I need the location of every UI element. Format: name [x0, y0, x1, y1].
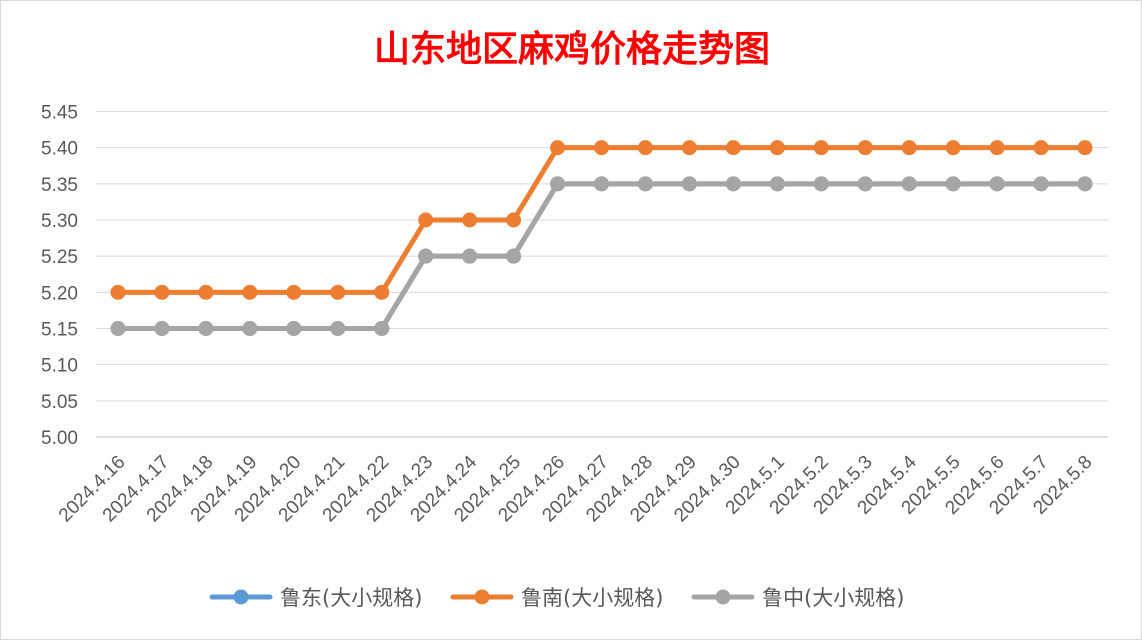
- data-point: [594, 176, 609, 192]
- data-point: [286, 321, 302, 336]
- legend: 鲁东(大小规格) 鲁南(大小规格) 鲁中(大小规格): [209, 586, 904, 610]
- data-point: [110, 284, 126, 300]
- series-lines: [110, 140, 1093, 336]
- data-point: [945, 176, 961, 192]
- data-point: [989, 176, 1005, 192]
- data-point: [418, 248, 434, 264]
- data-point: [198, 284, 214, 300]
- data-point: [506, 212, 522, 228]
- y-axis-ticks: 5.00 5.05 5.10 5.15 5.20 5.25 5.30 5.35 5.40 5.45: [41, 103, 78, 450]
- legend-marker: [715, 589, 731, 605]
- legend-item: 鲁中(大小规格): [691, 586, 904, 610]
- data-point: [154, 284, 170, 300]
- data-point: [725, 176, 741, 192]
- legend-item: 鲁南(大小规格): [450, 586, 663, 610]
- legend-marker: [474, 589, 490, 605]
- data-point: [857, 140, 873, 156]
- data-point: [769, 176, 785, 192]
- legend-marker: [233, 589, 249, 605]
- data-point: [901, 176, 917, 192]
- data-point: [286, 284, 302, 300]
- data-point: [506, 248, 522, 264]
- data-point: [110, 321, 126, 336]
- data-point: [725, 140, 741, 156]
- data-point: [594, 140, 609, 156]
- data-point: [330, 284, 346, 300]
- data-point: [901, 140, 917, 156]
- data-point: [418, 212, 434, 228]
- data-point: [550, 176, 566, 192]
- y-tick-label: 5.40: [41, 139, 78, 160]
- y-tick-label: 5.30: [41, 211, 78, 232]
- data-point: [1033, 176, 1049, 192]
- legend-item: 鲁东(大小规格): [209, 586, 422, 610]
- data-point: [330, 321, 346, 336]
- y-tick-label: 5.35: [41, 175, 78, 196]
- data-point: [374, 284, 390, 300]
- data-point: [637, 176, 653, 192]
- data-point: [813, 176, 829, 192]
- legend-label: 鲁中(大小规格): [762, 586, 904, 610]
- data-point: [242, 284, 258, 300]
- data-point: [242, 321, 258, 336]
- y-tick-label: 5.15: [41, 320, 78, 341]
- data-point: [462, 248, 478, 264]
- y-tick-label: 5.20: [41, 283, 78, 304]
- data-point: [813, 140, 829, 156]
- data-point: [550, 140, 566, 156]
- data-point: [681, 176, 697, 192]
- data-point: [198, 321, 214, 336]
- data-point: [374, 321, 390, 336]
- data-point: [1033, 140, 1049, 156]
- data-point: [989, 140, 1005, 156]
- series-3: [110, 176, 1093, 336]
- data-point: [462, 212, 478, 228]
- y-tick-label: 5.45: [41, 103, 78, 124]
- data-point: [681, 140, 697, 156]
- y-tick-label: 5.05: [41, 392, 78, 413]
- y-tick-label: 5.25: [41, 247, 78, 268]
- data-point: [154, 321, 170, 336]
- data-point: [1077, 140, 1093, 156]
- data-point: [1077, 176, 1093, 192]
- legend-label: 鲁南(大小规格): [521, 586, 663, 610]
- data-point: [945, 140, 961, 156]
- chart-title: 山东地区麻鸡价格走势图: [374, 28, 770, 70]
- legend-label: 鲁东(大小规格): [280, 586, 422, 610]
- series-2: [110, 140, 1093, 300]
- x-axis-ticks: 2024.4.162024.4.172024.4.182024.4.192024…: [55, 451, 1097, 526]
- gridlines: [96, 111, 1108, 438]
- y-tick-label: 5.10: [41, 356, 78, 377]
- data-point: [769, 140, 785, 156]
- data-point: [857, 176, 873, 192]
- data-point: [637, 140, 653, 156]
- y-tick-label: 5.00: [41, 428, 78, 449]
